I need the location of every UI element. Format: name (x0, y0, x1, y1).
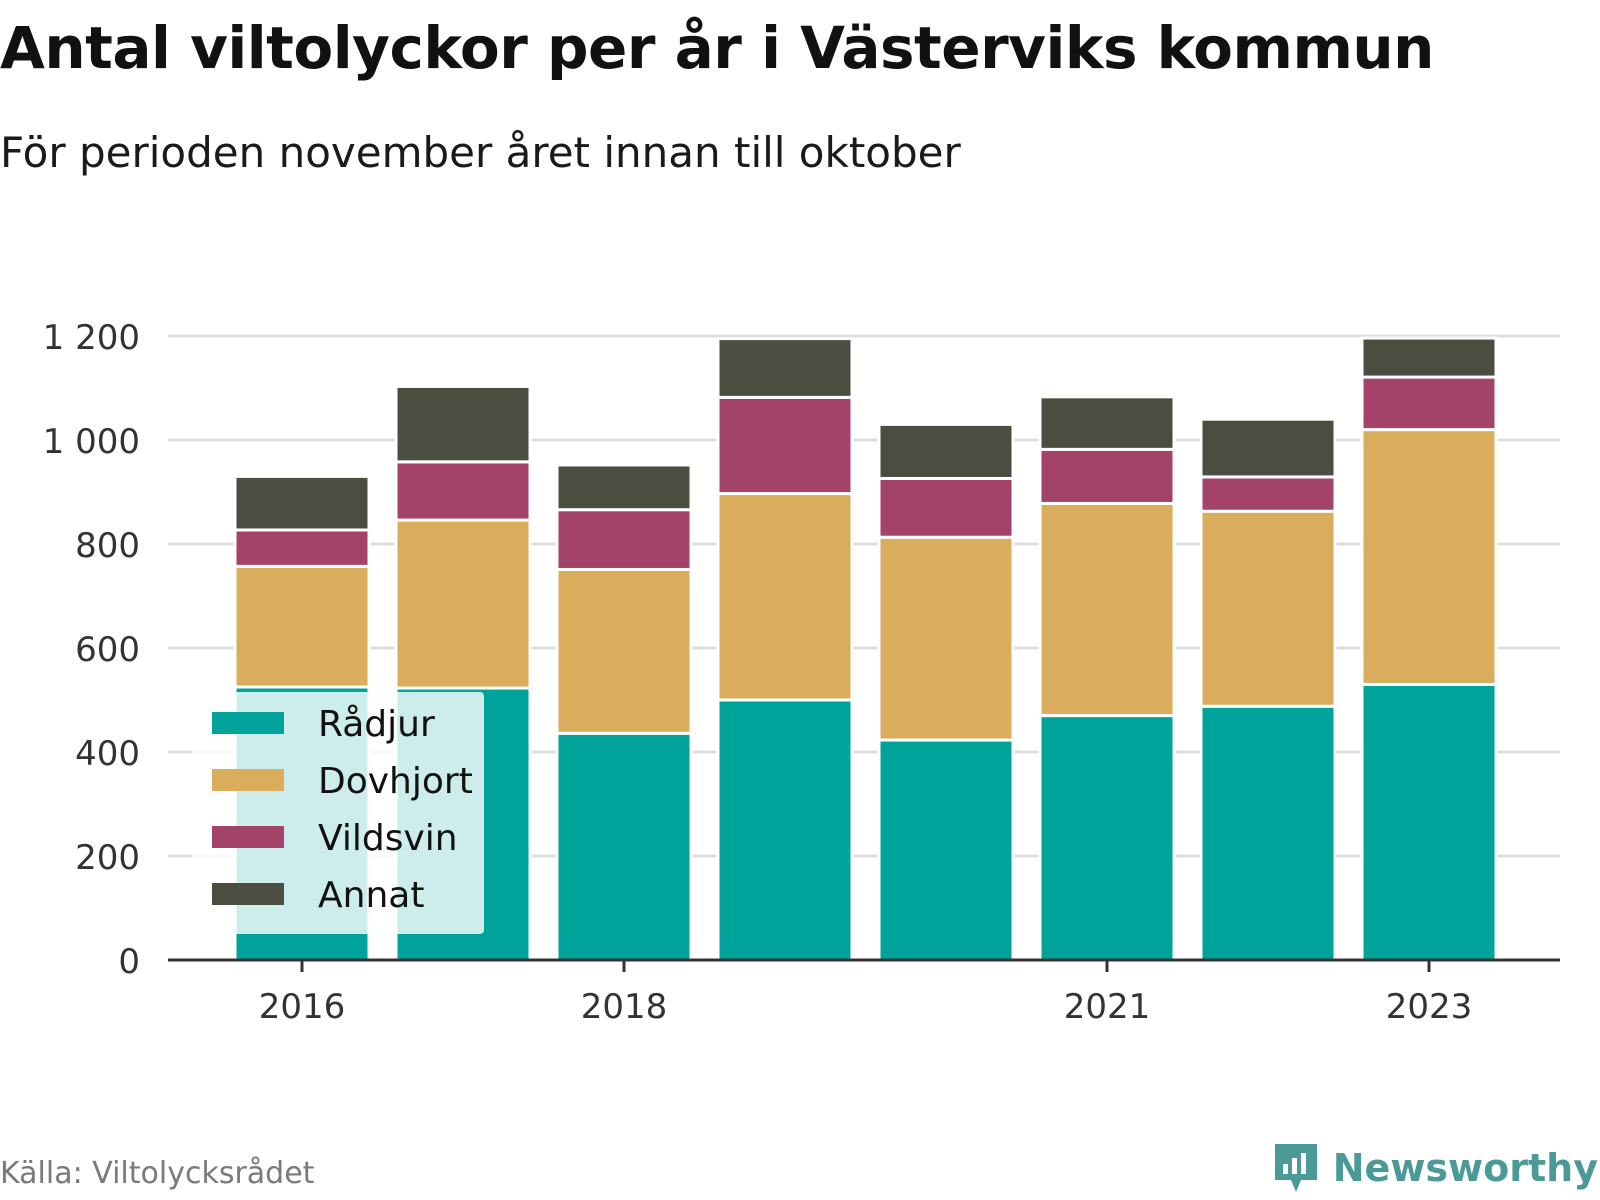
bar-segment (233, 528, 371, 568)
bar-segment (555, 463, 693, 512)
x-tick-label: 2016 (259, 987, 346, 1027)
y-tick-label: 200 (75, 838, 140, 878)
bar-segment (1038, 714, 1176, 962)
stacked-bar-chart: 0 200 400 600 800 1 000 1 200 2016 2018 2021 2023 R… (43, 318, 1560, 1027)
bar-segment (877, 476, 1015, 539)
bar-segment (877, 738, 1015, 962)
bar-segment (233, 564, 371, 689)
legend-swatch (212, 712, 284, 734)
bar-segment (1199, 475, 1337, 513)
bar-segment (1199, 704, 1337, 962)
bar-segment (1199, 417, 1337, 479)
y-tick-label: 600 (75, 630, 140, 670)
bar-segment (1360, 336, 1498, 379)
brand-logo: Newsworthy (1271, 1140, 1598, 1196)
bar-segment (716, 337, 854, 399)
bar-segment (555, 567, 693, 735)
y-tick-label: 400 (75, 734, 140, 774)
bar-segment (716, 395, 854, 496)
x-tick-label: 2021 (1064, 987, 1151, 1027)
bar-segment (394, 460, 532, 522)
bar-segment (1038, 395, 1176, 451)
x-tick-label: 2023 (1386, 987, 1473, 1027)
chart-subtitle: För perioden november året innan till ok… (0, 128, 961, 177)
legend-label: Rådjur (318, 704, 435, 745)
x-tick-label: 2018 (581, 987, 668, 1027)
y-tick-label: 1 200 (43, 318, 140, 358)
brand-name: Newsworthy (1332, 1146, 1598, 1190)
bar-segment (1038, 501, 1176, 718)
bar-segment (1199, 509, 1337, 708)
newsworthy-logo-icon (1274, 1144, 1317, 1192)
bar-segment (555, 731, 693, 962)
legend-label: Annat (318, 875, 424, 916)
legend-swatch (212, 769, 284, 791)
bar-segment (394, 384, 532, 464)
bar-segment (877, 535, 1015, 742)
bar-segment (716, 492, 854, 702)
bar-segment (1360, 428, 1498, 686)
bar-segment (1360, 375, 1498, 432)
bar-segment (555, 508, 693, 571)
chart-title: Antal viltolyckor per år i Västerviks ko… (0, 14, 1434, 82)
bar-segment (233, 474, 371, 532)
bar-segment (394, 518, 532, 690)
bar-segment (877, 422, 1015, 480)
legend-label: Dovhjort (318, 761, 473, 802)
bar-segment (1038, 447, 1176, 505)
legend-swatch (212, 883, 284, 905)
y-tick-label: 800 (75, 526, 140, 566)
legend-box (192, 692, 484, 934)
y-tick-label: 1 000 (43, 422, 140, 462)
y-tick-label: 0 (118, 942, 140, 982)
legend-label: Vildsvin (318, 818, 458, 859)
bar-segment (716, 698, 854, 962)
source-note: Källa: Viltolycksrådet (0, 1156, 315, 1191)
bar-segment (1360, 682, 1498, 962)
legend-swatch (212, 826, 284, 848)
